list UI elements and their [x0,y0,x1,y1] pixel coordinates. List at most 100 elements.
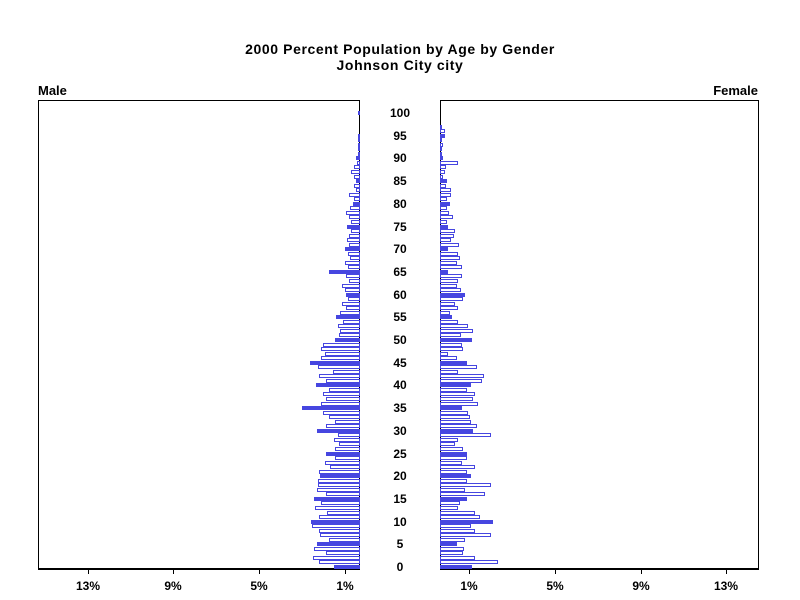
female-bar-age-59 [440,297,463,302]
female-x-tick-9% [641,569,642,574]
male-bar-age-0 [334,565,360,569]
female-bar-age-23 [440,460,462,465]
female-bar-age-18 [440,483,491,488]
male-bar-age-1 [319,560,360,565]
female-bar-age-41 [440,378,482,383]
male-bar-age-41 [326,378,360,383]
male-bar-age-67 [345,260,360,265]
female-bar-age-2 [440,555,475,560]
female-bar-age-51 [440,333,461,338]
female-bar-age-84 [440,183,446,188]
male-x-tick-label-9%: 9% [164,579,182,593]
female-bar-age-24 [440,456,467,461]
male-x-tick-1% [345,569,346,574]
female-bar-age-61 [440,288,461,293]
male-bar-age-22 [330,465,360,470]
female-bar-age-93 [440,142,443,147]
age-tick-label-60: 60 [393,287,407,302]
female-bar-age-19 [440,478,467,483]
female-x-tick-1% [469,569,470,574]
female-bar-age-33 [440,415,470,420]
male-bar-age-56 [340,310,360,315]
male-bar-age-50 [335,338,360,342]
male-bar-age-21 [319,469,360,474]
male-bar-age-42 [319,374,360,379]
female-bar-age-60 [440,292,465,297]
male-bar-age-4 [314,546,360,551]
male-bar-age-65 [329,269,360,274]
female-bar-age-66 [440,265,462,270]
age-tick-label-10: 10 [393,514,407,529]
female-bar-age-94 [440,138,442,143]
female-bar-age-27 [440,442,455,447]
female-bar-age-16 [440,492,485,497]
male-bar-age-57 [346,306,360,311]
male-bar-age-85 [356,179,360,184]
male-bar-age-11 [319,515,360,520]
male-bar-age-94 [358,138,360,143]
female-bar-age-91 [440,151,442,156]
female-bar-age-45 [440,360,467,365]
male-bar-age-19 [318,478,360,483]
female-bar-age-13 [440,505,458,510]
age-tick-label-20: 20 [393,469,407,484]
female-bar-age-97 [440,124,442,129]
male-bar-age-66 [348,265,360,270]
female-x-tick-label-1%: 1% [460,579,478,593]
female-bar-age-80 [440,201,450,206]
male-bar-age-52 [340,328,360,333]
male-bar-age-33 [329,415,360,420]
age-tick-label-35: 35 [393,401,407,416]
male-bar-age-88 [354,165,360,170]
male-bar-age-38 [323,392,360,397]
chart-subtitle: Johnson City city [336,57,464,73]
female-x-tick-label-13%: 13% [713,579,739,593]
age-tick-label-15: 15 [393,491,407,506]
male-bar-age-28 [334,437,360,442]
female-bar-age-75 [440,224,448,229]
male-bar-age-79 [350,206,360,211]
male-bar-age-2 [313,555,360,560]
female-bar-age-38 [440,392,475,397]
female-bar-age-86 [440,174,443,179]
female-bar-age-25 [440,451,467,456]
male-bar-age-68 [350,256,360,261]
female-bar-age-65 [440,269,448,274]
male-bar-age-76 [351,219,360,224]
female-bar-age-39 [440,387,467,392]
male-bar-age-40 [316,383,360,388]
male-bar-age-89 [357,160,360,165]
male-bar-age-47 [325,351,360,356]
male-bar-age-36 [321,401,360,406]
male-bar-age-80 [353,201,360,206]
female-bar-age-82 [440,192,451,197]
female-bar-age-1 [440,560,498,565]
chart-title: 2000 Percent Population by Age by Gender [245,41,555,57]
age-tick-label-80: 80 [393,196,407,211]
male-bar-age-34 [323,410,360,415]
male-bar-age-16 [326,492,360,497]
female-x-tick-13% [726,569,727,574]
male-bar-age-37 [326,397,360,402]
female-bar-age-62 [440,283,457,288]
male-bar-age-63 [349,278,360,283]
female-bar-age-50 [440,338,472,342]
male-bar-age-74 [351,229,360,234]
female-bar-age-81 [440,197,447,202]
female-bar-age-10 [440,519,493,524]
age-tick-label-65: 65 [393,264,407,279]
female-bar-age-68 [440,256,460,261]
age-tick-label-90: 90 [393,151,407,166]
female-bar-age-36 [440,401,478,406]
female-bar-age-26 [440,446,463,451]
female-bar-age-88 [440,165,446,170]
female-x-tick-5% [555,569,556,574]
male-bar-age-62 [342,283,360,288]
age-tick-label-45: 45 [393,355,407,370]
male-x-tick-13% [88,569,89,574]
age-axis-labels: 0 5 10 15 20 25 30 35 40 45 50 55 60 65 70 75 80 85 90 95 10… [360,100,440,573]
male-x-tick-5% [259,569,260,574]
female-bar-age-28 [440,437,458,442]
male-panel [38,100,360,570]
female-bar-age-12 [440,510,475,515]
